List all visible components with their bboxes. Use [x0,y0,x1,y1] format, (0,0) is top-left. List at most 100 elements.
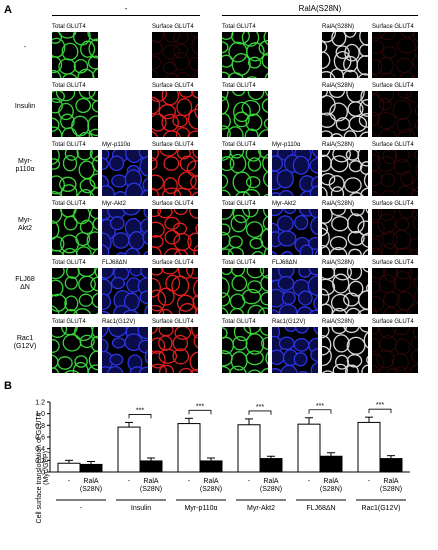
group-label-rala: RalA(S28N) [298,4,342,13]
group-label: Rac1(G12V) [362,505,401,512]
row-label-4: FLJ68 ΔN [15,276,35,291]
micrograph-tile [372,32,418,78]
micrograph-label: Myr-p110α [272,142,301,148]
micrograph-tile [102,268,148,314]
bar-sublabel: (S28N) [380,486,402,493]
micrograph-tile [222,91,268,137]
significance-bracket [248,410,272,415]
micrograph-tile [272,209,318,255]
bar [237,424,261,473]
y-tick-label: 1.2 [35,400,45,407]
group-label: FLJ68ΔN [306,505,335,512]
y-tick-label: 0.2 [35,458,45,465]
micrograph-tile [102,327,148,373]
row-label-1: Insulin [14,103,36,110]
significance-label: *** [376,402,384,409]
micrograph-label: Total GLUT4 [52,24,86,30]
micrograph-label: Rac1(G12V) [102,319,136,325]
bar-sublabel: RalA [383,478,399,485]
significance-bracket [188,409,212,415]
micrograph-label: RalA(S28N) [322,142,355,148]
bar-sublabel: RalA [83,478,99,485]
micrograph-label: Surface GLUT4 [372,24,414,30]
micrograph-tile [322,268,368,314]
bar-sublabel: - [188,478,191,485]
micrograph-tile [52,327,98,373]
micrograph-label: Total GLUT4 [52,142,86,148]
micrograph-label: Myr-Akt2 [272,201,296,207]
bar [139,460,163,473]
micrograph-tile [322,327,368,373]
micrograph-label: Total GLUT4 [52,201,86,207]
micrograph-label: Total GLUT4 [222,319,256,325]
micrograph-tile [222,150,268,196]
micrograph-tile [102,32,148,78]
micrograph-label: Myr-p110α [102,142,131,148]
bar [79,463,103,473]
micrograph-tile [322,209,368,255]
micrograph-label: Myr-Akt2 [102,201,126,207]
group-label: Myr-Akt2 [247,505,275,512]
y-tick-label: 0.6 [35,435,45,442]
micrograph-label: Total GLUT4 [222,142,256,148]
bar-sublabel: - [308,478,311,485]
micrograph-tile [372,91,418,137]
micrograph-tile [52,209,98,255]
micrograph-label: Surface GLUT4 [372,142,414,148]
bar-sublabel: RalA [143,478,159,485]
micrograph-label: Total GLUT4 [52,260,86,266]
bar-chart: 00.20.40.60.81.01.2- RalA(S28N)-- RalA(S28… [35,400,410,512]
micrograph-tile [52,268,98,314]
micrograph-tile [272,268,318,314]
bar-sublabel: - [68,478,71,485]
micrograph-label: Total GLUT4 [52,319,86,325]
micrograph-label: Surface GLUT4 [152,319,194,325]
bar-sublabel: (S28N) [200,486,222,493]
micrograph-label: RalA(S28N) [322,260,355,266]
micrograph-tile [102,91,148,137]
row-label-0: - [23,44,27,51]
significance-label: *** [256,404,264,411]
group-label: - [80,505,83,512]
significance-label: *** [316,403,324,410]
significance-bracket [128,414,152,419]
significance-label: *** [136,407,144,414]
group-label: Insulin [131,505,151,512]
micrograph-label: Surface GLUT4 [152,24,194,30]
row-label-5: Rac1 (G12V) [13,335,37,350]
micrograph-tile [52,150,98,196]
micrograph-label: Surface GLUT4 [152,260,194,266]
micrograph-tile [372,327,418,373]
bar-sublabel: - [368,478,371,485]
bar [379,458,403,473]
bar-sublabel: (S28N) [260,486,282,493]
bar [199,460,223,473]
panel-b-letter: B [4,380,12,392]
micrograph-tile [372,268,418,314]
micrograph-label: RalA(S28N) [322,24,355,30]
micrograph-tile [152,268,198,314]
micrograph-tile [152,150,198,196]
micrograph-tile [222,327,268,373]
bar [319,455,343,473]
group-label-control: - [124,4,128,13]
bar [177,423,201,473]
bar-sublabel: RalA [203,478,219,485]
group-line-control [52,15,200,16]
bar-sublabel: - [248,478,251,485]
significance-bracket [308,409,332,414]
micrograph-label: Surface GLUT4 [372,201,414,207]
micrograph-tile [322,91,368,137]
row-label-3: Myr- Akt2 [17,217,32,232]
micrograph-tile [102,209,148,255]
bar-sublabel: RalA [263,478,279,485]
micrograph-tile [222,268,268,314]
micrograph-tile [272,327,318,373]
micrograph-label: Total GLUT4 [222,260,256,266]
bar [117,426,141,473]
micrograph-tile [152,32,198,78]
y-tick-label: 1.0 [35,411,45,418]
micrograph-tile [152,91,198,137]
bar [297,423,321,473]
significance-label: *** [196,403,204,410]
